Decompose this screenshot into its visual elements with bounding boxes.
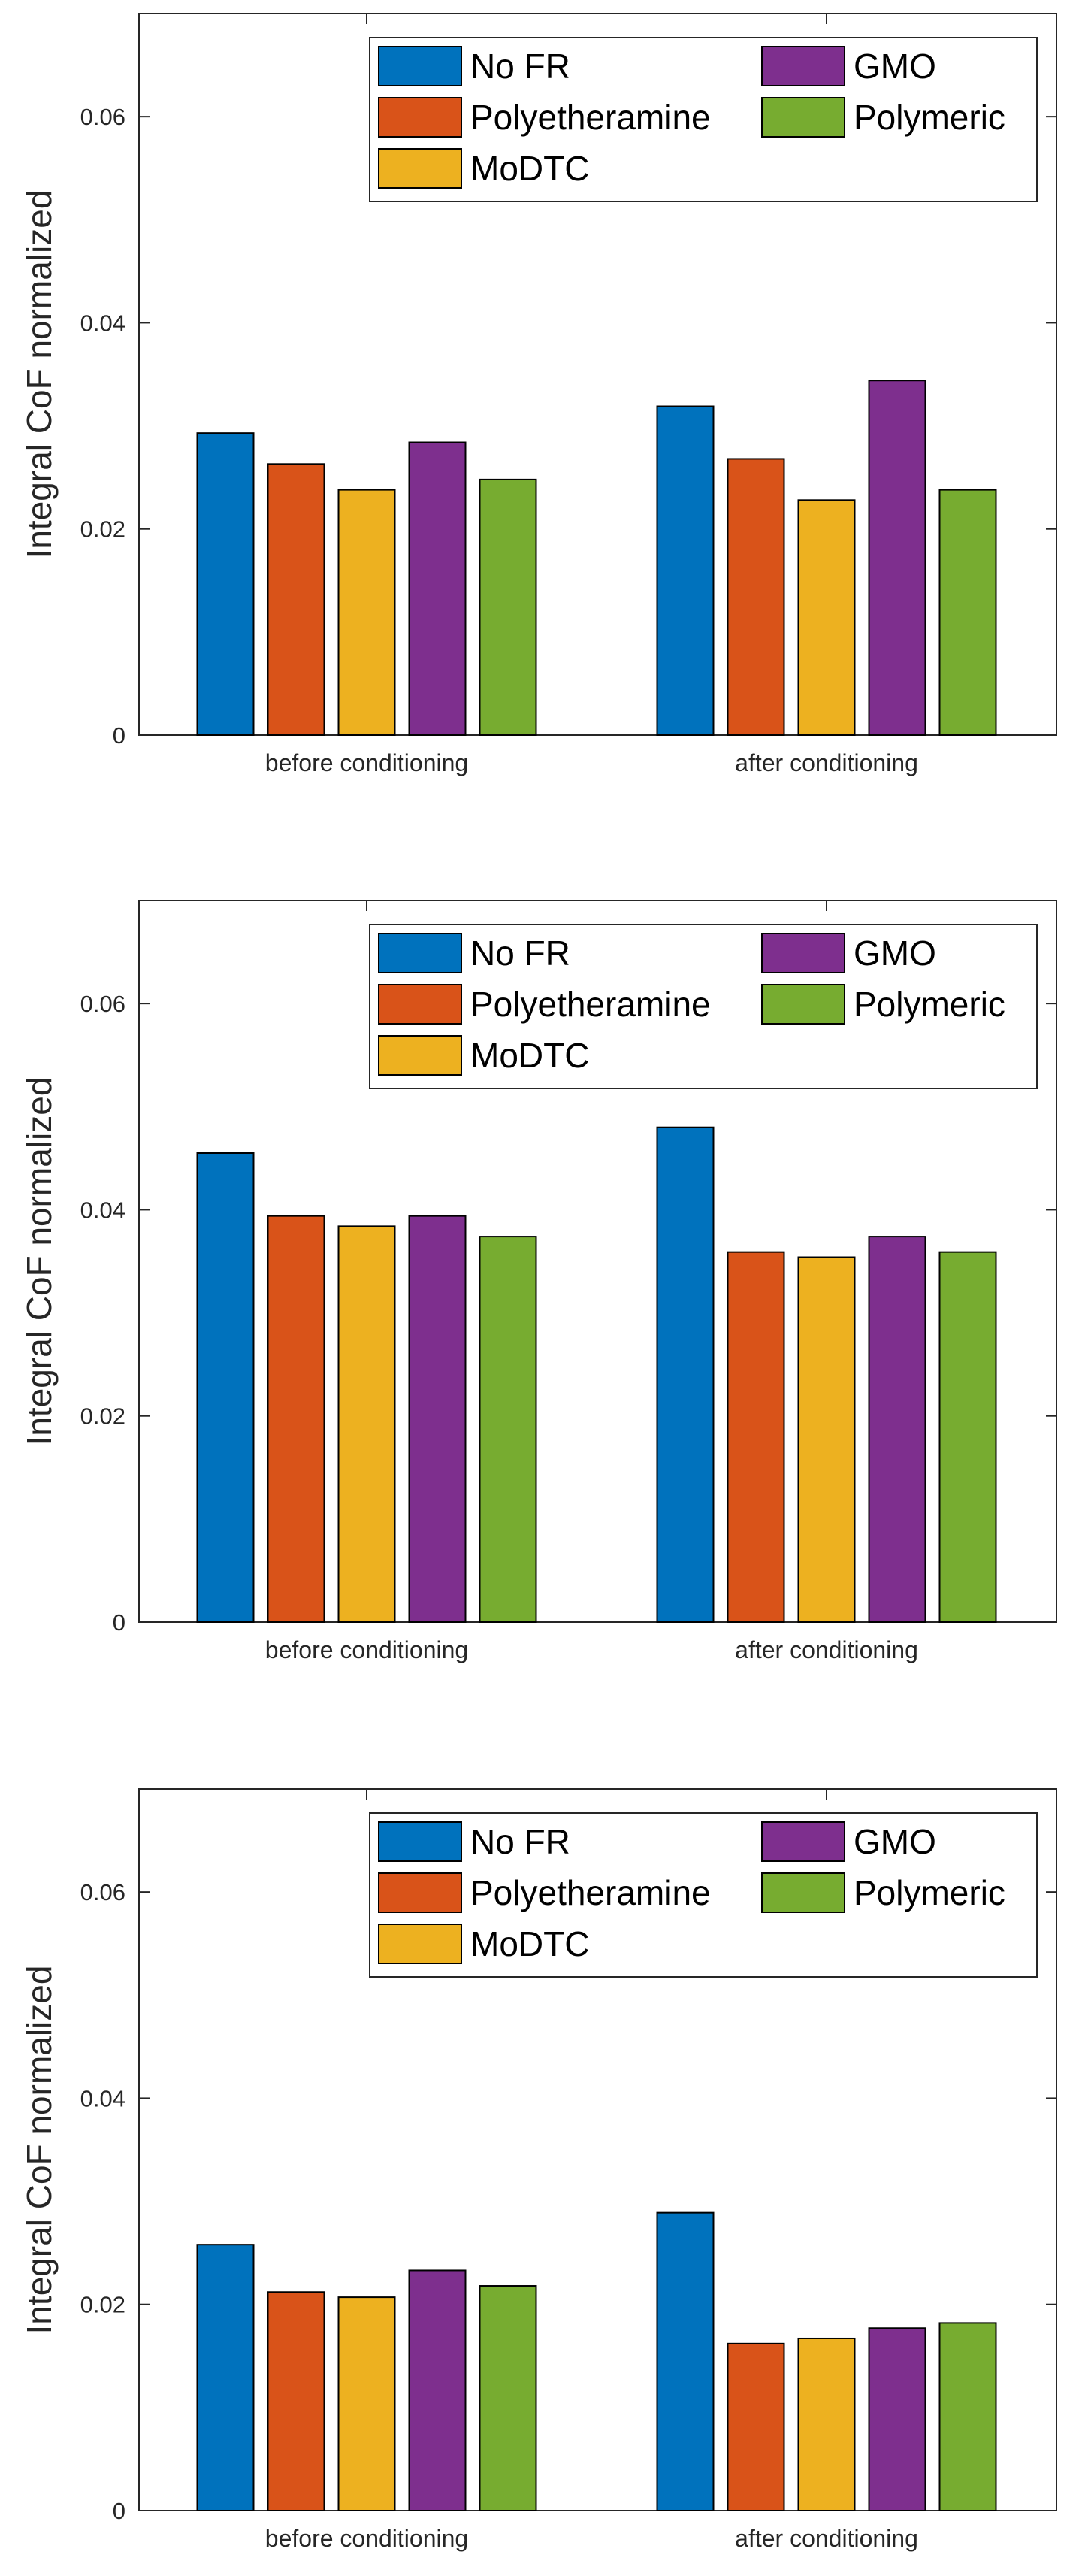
bar — [408, 1215, 467, 1623]
legend-label: Polyetheramine — [470, 98, 711, 137]
legend-swatch — [761, 97, 845, 138]
legend-label: Polyetheramine — [470, 985, 711, 1024]
bar — [656, 405, 715, 736]
bar — [727, 458, 785, 736]
bar — [797, 499, 856, 736]
bar — [938, 1251, 997, 1623]
y-tick-label: 0.02 — [80, 2292, 125, 2318]
legend-box — [369, 37, 1038, 202]
chart-1: 0 0.02 0.04 0.06 before conditioning after co… — [20, 13, 1057, 776]
chart-3: 0 0.02 0.04 0.06 before conditioning after co… — [20, 1788, 1057, 2552]
bar — [479, 1236, 537, 1623]
bar — [938, 489, 997, 736]
bar — [727, 1251, 785, 1623]
legend-label: No FR — [470, 47, 570, 86]
legend-label: Polymeric — [854, 985, 1005, 1024]
y-tick-label: 0.02 — [80, 1403, 125, 1430]
legend-box — [369, 924, 1038, 1089]
y-axis-label: Integral CoF normalized — [20, 190, 59, 559]
legend-label: GMO — [854, 47, 936, 86]
legend-swatch — [378, 46, 462, 86]
y-tick-label: 0.04 — [80, 310, 125, 336]
y-axis-label: Integral CoF normalized — [20, 1077, 59, 1446]
legend-label: Polyetheramine — [470, 1873, 711, 1912]
legend: No FR Polyetheramine MoDTC GMO Polymeric — [369, 1812, 1038, 1978]
bar — [868, 2327, 926, 2511]
legend-label: Polymeric — [854, 98, 1005, 137]
bar — [727, 2342, 785, 2512]
legend-swatch — [378, 1035, 462, 1076]
bar — [656, 1126, 715, 1623]
legend-swatch — [761, 1821, 845, 1862]
y-tick-label: 0 — [113, 722, 125, 749]
bar — [479, 478, 537, 737]
x-category-label: before conditioning — [265, 2525, 468, 2552]
legend-swatch — [761, 1872, 845, 1913]
y-tick-label: 0.06 — [80, 991, 125, 1017]
y-tick-label: 0 — [113, 1609, 125, 1636]
bar — [868, 1236, 926, 1623]
bar — [196, 1152, 255, 1623]
legend-label: MoDTC — [470, 149, 589, 188]
bar — [267, 2291, 325, 2511]
legend-swatch — [761, 933, 845, 973]
x-category-label: after conditioning — [735, 749, 918, 776]
legend-swatch — [761, 984, 845, 1025]
x-category-label: after conditioning — [735, 1636, 918, 1663]
legend-box — [369, 1812, 1038, 1978]
legend-label: MoDTC — [470, 1924, 589, 1963]
x-category-label: before conditioning — [265, 1636, 468, 1663]
bar — [408, 2269, 467, 2511]
legend-swatch — [378, 97, 462, 138]
y-tick-label: 0.02 — [80, 516, 125, 543]
legend-label: Polymeric — [854, 1873, 1005, 1912]
bar — [656, 2211, 715, 2512]
bar — [868, 380, 926, 736]
y-tick-label: 0.06 — [80, 104, 125, 130]
bar — [797, 1256, 856, 1623]
bar — [337, 489, 396, 736]
bar — [938, 2322, 997, 2511]
bar — [196, 432, 255, 737]
bar — [337, 2296, 396, 2511]
bar — [797, 2337, 856, 2511]
legend-label: GMO — [854, 934, 936, 973]
legend-label: MoDTC — [470, 1036, 589, 1075]
y-tick-label: 0.04 — [80, 2085, 125, 2111]
x-category-label: before conditioning — [265, 749, 468, 776]
legend-swatch — [378, 1924, 462, 1964]
legend-swatch — [761, 46, 845, 86]
legend-label: No FR — [470, 1822, 570, 1861]
legend-swatch — [378, 933, 462, 973]
x-category-label: after conditioning — [735, 2525, 918, 2552]
legend: No FR Polyetheramine MoDTC GMO Polymeric — [369, 37, 1038, 202]
y-tick-label: 0 — [113, 2498, 125, 2524]
legend: No FR Polyetheramine MoDTC GMO Polymeric — [369, 924, 1038, 1089]
legend-swatch — [378, 984, 462, 1025]
bar — [337, 1225, 396, 1624]
y-axis-label: Integral CoF normalized — [20, 1966, 59, 2335]
chart-2: 0 0.02 0.04 0.06 before conditioning after co… — [20, 900, 1057, 1663]
bar — [267, 463, 325, 736]
bar — [479, 2285, 537, 2511]
bar — [196, 2244, 255, 2511]
y-tick-label: 0.04 — [80, 1197, 125, 1223]
bar — [408, 441, 467, 736]
legend-label: No FR — [470, 934, 570, 973]
legend-label: GMO — [854, 1822, 936, 1861]
legend-swatch — [378, 148, 462, 189]
legend-swatch — [378, 1872, 462, 1913]
bar — [267, 1215, 325, 1623]
legend-swatch — [378, 1821, 462, 1862]
y-tick-label: 0.06 — [80, 1879, 125, 1906]
